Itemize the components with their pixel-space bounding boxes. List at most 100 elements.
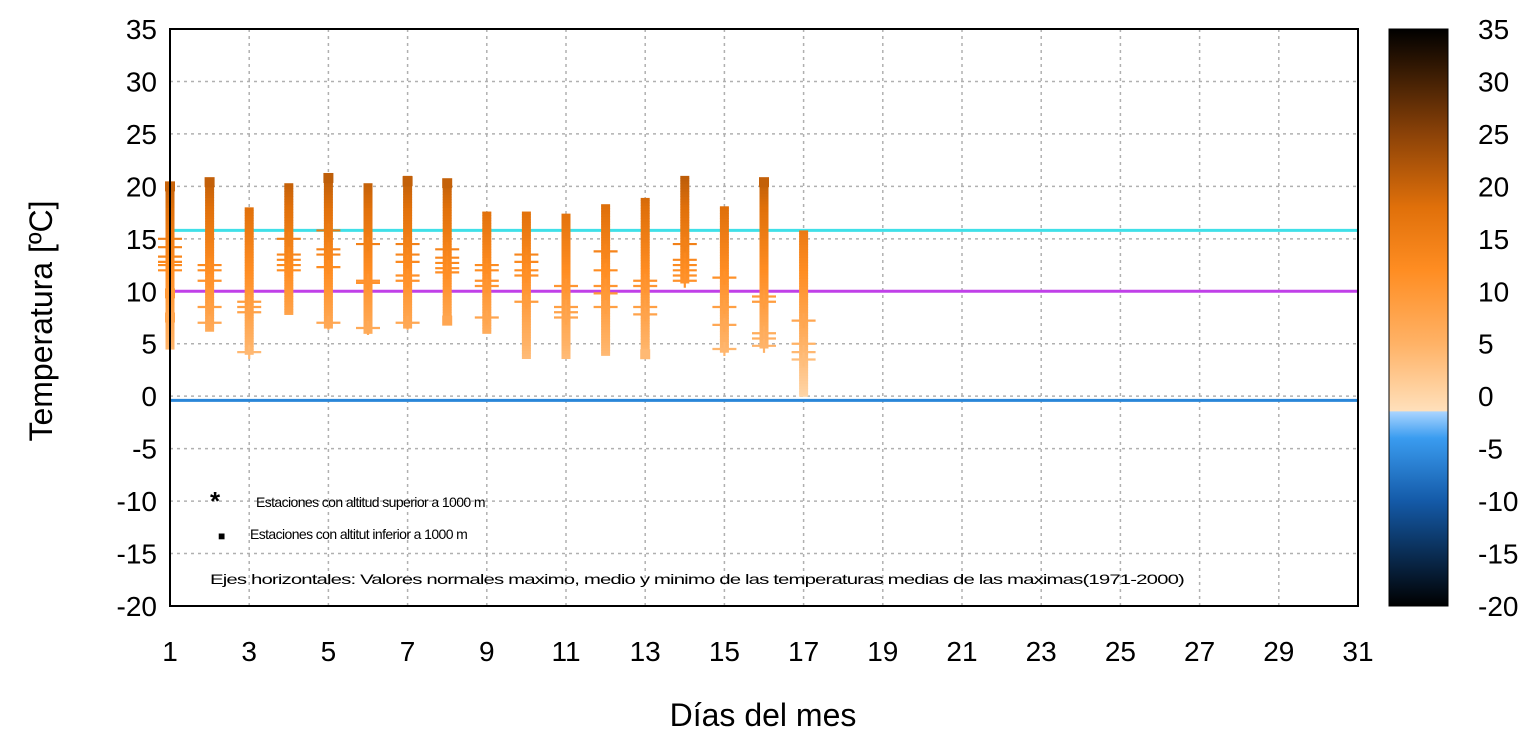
bar-segment [323,312,333,316]
bar-segment [244,230,254,235]
bar-segment [640,268,650,272]
bar-segment [244,223,254,227]
bar-segment [601,276,611,280]
bar-segment [640,249,650,254]
bar-segment [759,245,769,249]
bar-segment [759,248,769,252]
bar-segment [759,266,769,270]
bar-segment [759,263,769,268]
bar-segment [759,198,769,202]
bar-segment [482,215,492,219]
bar-segment [482,249,492,253]
bar-segment [719,241,729,246]
bar-segment [284,191,294,195]
bar-segment [244,275,254,279]
bar-segment [244,259,254,264]
bar-segment [640,213,650,217]
bar-segment [799,265,809,269]
bar-segment [363,215,373,219]
x-tick-27: 27 [1184,636,1215,667]
station-plus-day-3 [237,345,262,360]
colorbar-tick--20: -20 [1478,591,1518,622]
bar-segment [244,220,254,224]
bar-segment [680,183,690,187]
station-plus-day-4 [276,263,301,278]
bar-segment [284,298,294,302]
bar-segment [521,311,531,315]
station-plus-day-17 [791,352,816,367]
bar-segment [521,240,531,244]
x-tick-29: 29 [1263,636,1294,667]
bar-segment [799,375,809,379]
bar-segment [719,297,729,301]
bar-segment [442,191,452,195]
bar-segment [284,185,294,190]
bar-segment [799,293,809,298]
bar-segment [403,230,413,235]
bar-segment [561,274,571,278]
bar-segment [799,236,809,240]
bar-segment [719,206,729,209]
bar-segment [601,323,611,328]
bar-segment [244,236,254,240]
bar-segment [442,228,452,232]
colorbar-tick-35: 35 [1478,14,1509,45]
bar-segment [759,227,769,231]
bar-segment [244,238,254,243]
bar-segment [759,203,769,207]
bar-segment [205,202,215,206]
bar-segment [640,265,650,269]
bar-segment [403,233,413,237]
bar-segment [323,272,333,277]
bar-segment [759,279,769,283]
bar-segment [363,230,373,235]
bar-segment [759,253,769,257]
bar-segment [719,286,729,290]
bar-segment [482,236,492,240]
bar-segment [601,221,611,225]
bar-segment [284,198,294,203]
bar-segment [442,280,452,285]
bar-segment [403,199,413,203]
bar-segment [561,266,571,270]
bar-segment [561,256,571,260]
bar-segment [719,333,729,337]
station-plus-day-6 [356,275,380,290]
bar-segment [442,299,452,303]
bar-segment [521,237,531,241]
bar-segment [244,228,254,232]
bar-segment [363,309,373,313]
station-plus-day-12 [593,300,618,315]
bar-segment [601,315,611,320]
legend-label-low-altitude: Estaciones con altitut inferior a 1000 m [250,526,467,542]
bar-segment [323,301,333,305]
bar-segment [284,217,294,221]
bar-segment [521,332,531,336]
bar-segment [719,223,729,227]
bar-segment [284,188,294,192]
bar-segment [799,367,809,371]
bar-segment [323,194,333,198]
bar-segment [323,275,333,279]
bar-segment [482,217,492,222]
bar-segment [521,227,531,231]
bar-segment [244,217,254,222]
bar-segment [442,288,452,292]
bar-segment [601,218,611,223]
bar-segment [284,201,294,205]
bar-segment [244,338,254,342]
bar-segment [205,239,215,243]
bar-segment [601,216,611,220]
bar-segment [363,209,373,214]
bar-segment [601,229,611,233]
day-bar-10 [521,211,531,360]
bar-segment [561,222,571,226]
x-tick-31: 31 [1342,636,1373,667]
bar-segment [521,353,531,357]
bar-segment [640,236,650,240]
bar-segment [284,219,294,224]
bar-segment [482,327,492,332]
bar-segment [363,317,373,321]
bar-segment [719,262,729,267]
bar-segment [640,220,650,225]
